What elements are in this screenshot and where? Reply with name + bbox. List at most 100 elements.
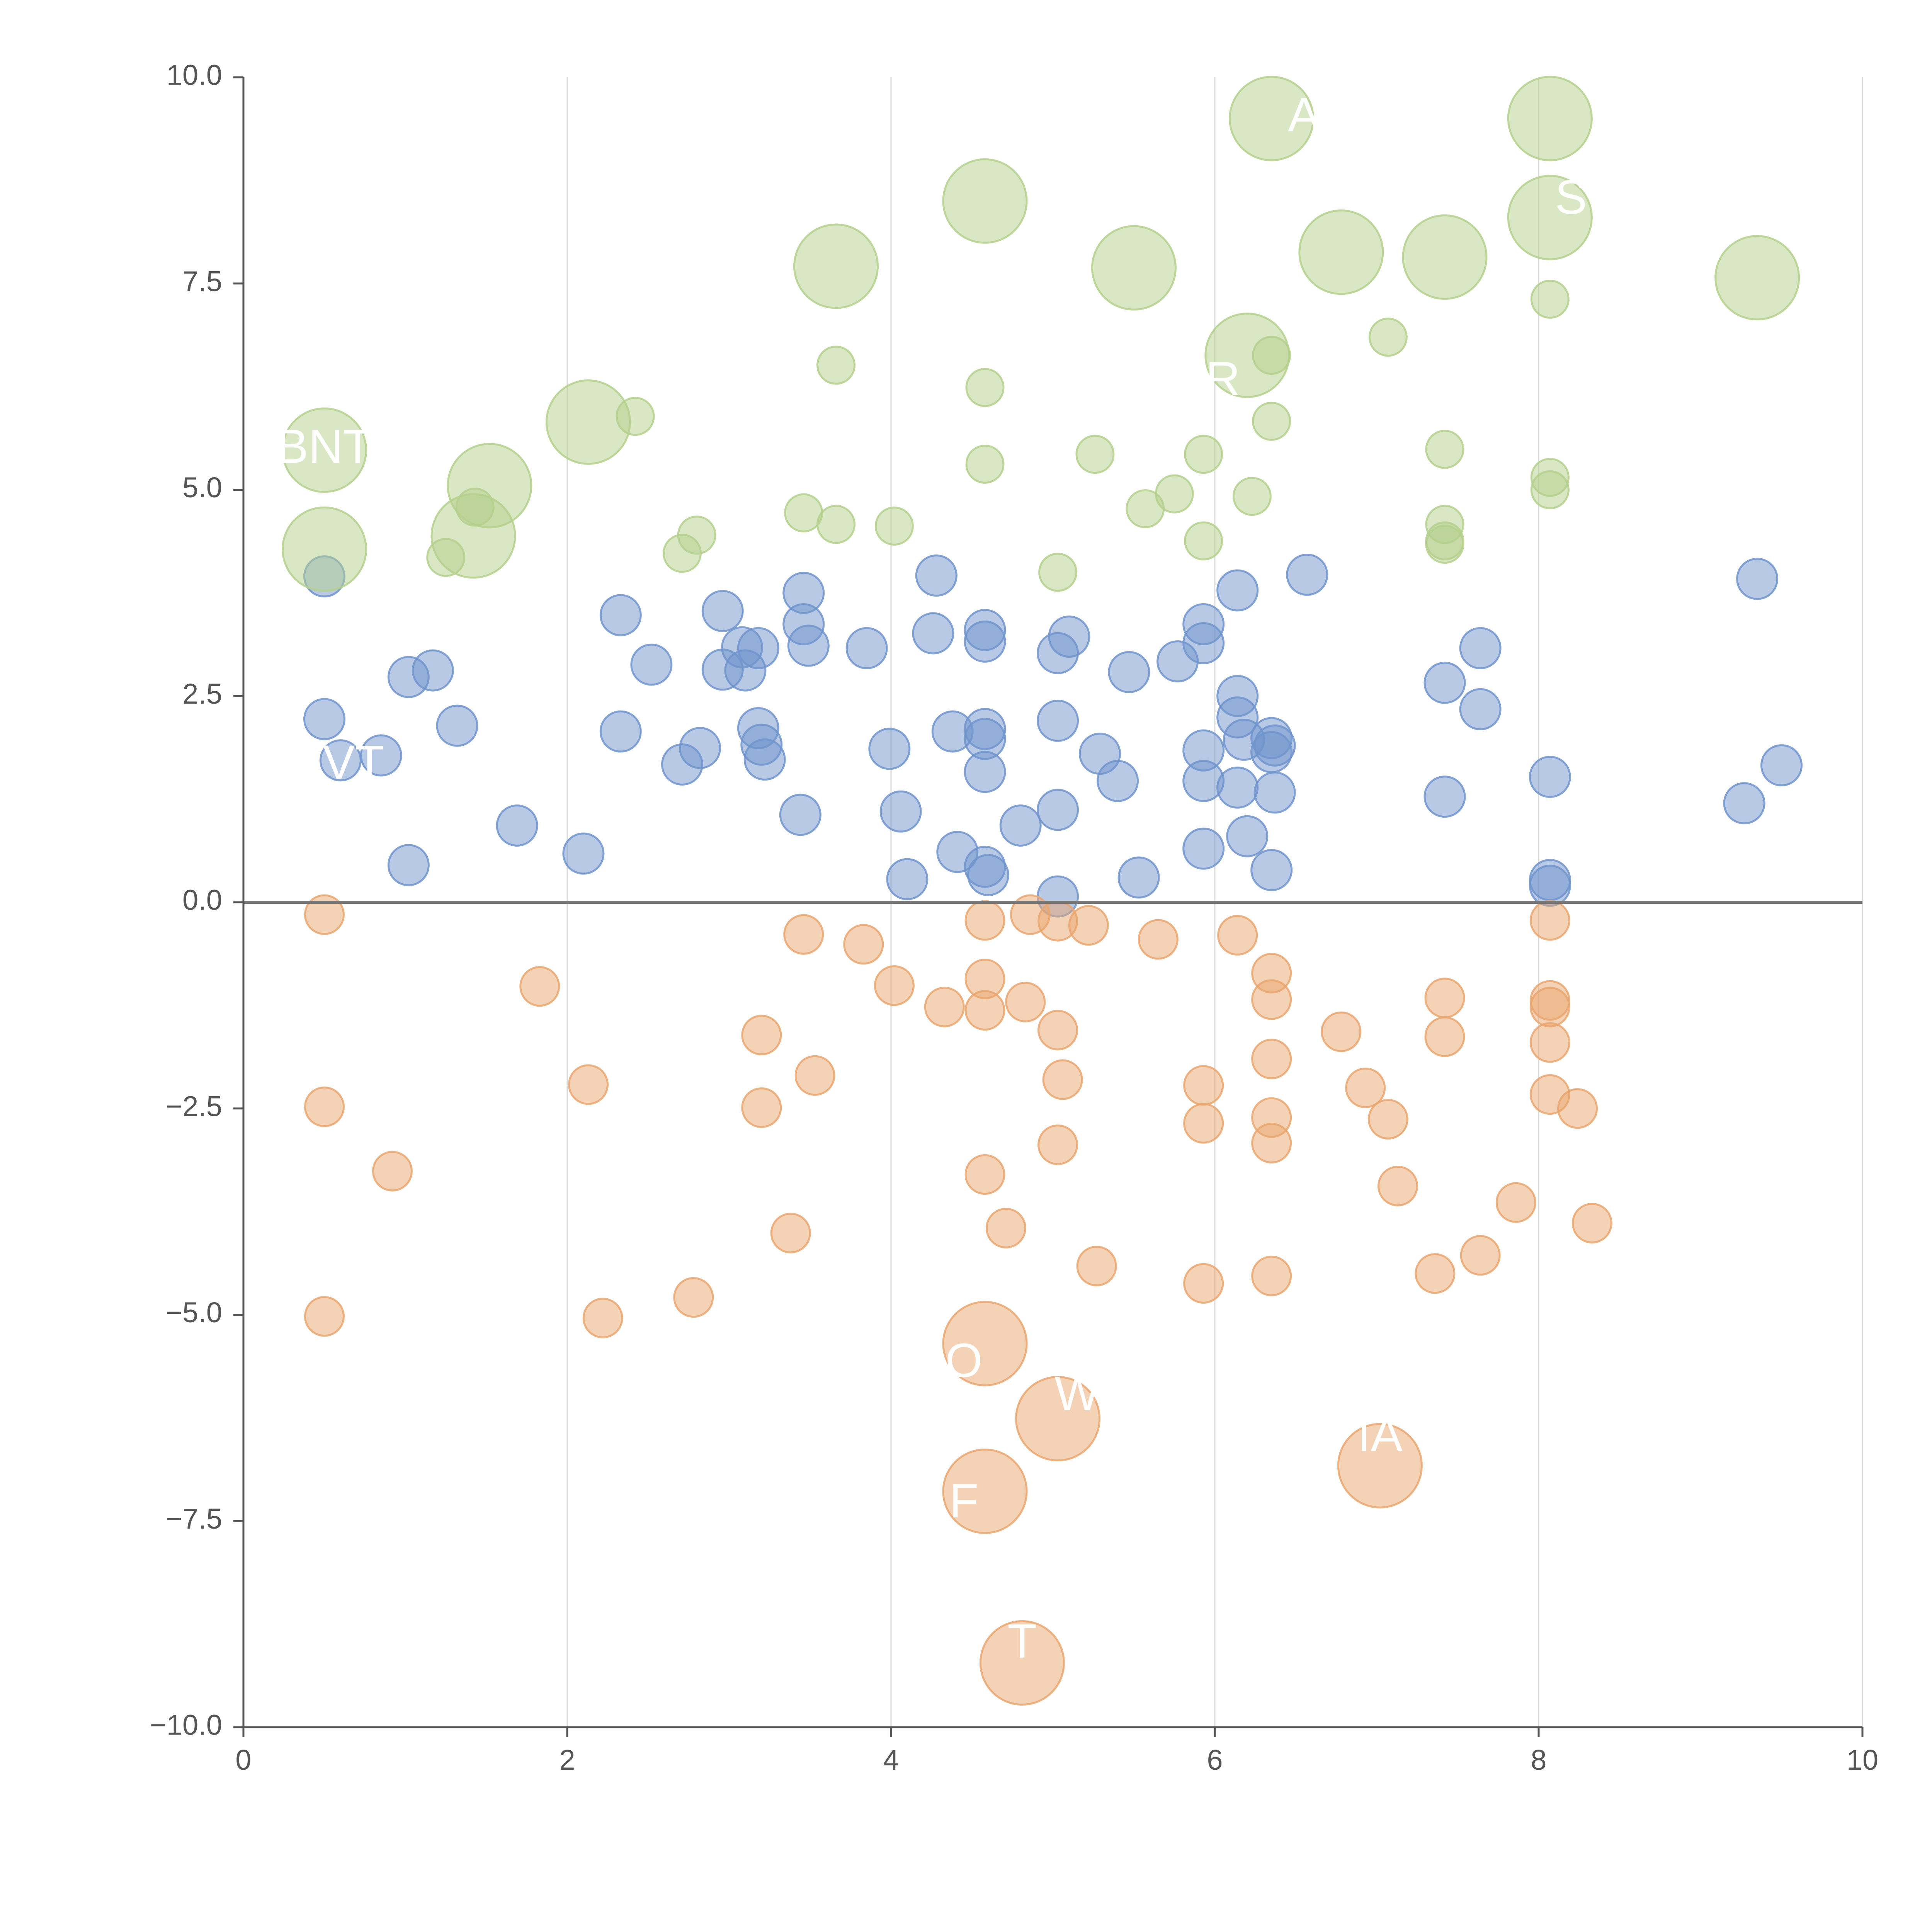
green-point-14 [874,506,914,546]
orange-point-43 [1251,1255,1292,1296]
orange-point-60 [1571,1203,1612,1244]
blue-point-14 [679,727,721,769]
orange-point-39 [1251,979,1292,1020]
blue-point-28 [868,728,911,770]
y-tick-label-3: 2.5 [182,678,222,710]
orange-point-4 [519,966,560,1007]
orange-point-46 [1337,1423,1423,1509]
blue-point-77 [1736,558,1779,600]
point-label-6: W [1054,1367,1100,1420]
blue-point-76 [1529,864,1571,907]
orange-point-22 [985,1208,1026,1248]
orange-point-57 [1529,1022,1570,1063]
blue-point-15 [701,590,744,632]
green-point-38 [1507,175,1593,260]
blue-point-61 [1216,766,1259,809]
green-point-19 [1075,435,1115,474]
orange-point-15 [924,986,965,1027]
green-point-16 [965,368,1005,407]
green-point-7 [616,396,655,436]
blue-point-6 [436,704,478,747]
blue-point-68 [1250,849,1293,891]
orange-point-9 [741,1087,782,1128]
blue-point-66 [1253,724,1296,767]
blue-point-9 [562,832,605,875]
orange-point-28 [1037,1124,1078,1165]
blue-point-78 [1723,782,1765,825]
green-point-26 [1252,335,1291,375]
blue-point-50 [1108,651,1150,693]
green-point-27 [1252,401,1291,441]
orange-point-50 [1424,978,1465,1019]
blue-point-54 [1182,622,1225,665]
blue-point-62 [1226,815,1269,857]
y-tick-label-6: −5.0 [166,1296,222,1328]
orange-point-48 [1377,1165,1418,1206]
x-tick-label-4: 8 [1531,1744,1546,1776]
green-point-41 [1530,470,1570,509]
orange-point-56 [1529,986,1570,1027]
green-point-17 [965,444,1005,484]
point-label-5: O [945,1334,982,1387]
blue-point-11 [599,710,642,753]
orange-point-8 [741,1015,782,1056]
blue-point-29 [879,790,922,833]
green-point-1 [282,506,367,592]
blue-point-32 [912,612,954,655]
blue-point-51 [1117,856,1160,899]
point-label-9: T [1008,1614,1037,1668]
orange-point-34 [1183,1065,1224,1106]
orange-point-33 [1138,919,1179,960]
x-tick-label-0: 0 [235,1744,251,1776]
blue-point-31 [915,554,957,597]
green-point-9 [677,515,716,555]
orange-point-45 [1345,1067,1386,1108]
y-tick-label-2: 5.0 [182,471,222,503]
blue-point-3 [360,734,402,777]
blue-point-44 [1037,699,1079,742]
orange-point-36 [1183,1263,1224,1304]
orange-point-16 [964,900,1005,941]
green-point-13 [793,223,879,309]
orange-point-21 [942,1448,1028,1534]
blue-point-71 [1423,776,1466,818]
y-tick-label-8: −10.0 [150,1709,222,1741]
orange-point-18 [964,990,1005,1031]
blue-point-45 [1037,789,1079,831]
green-point-39 [1530,279,1570,319]
blue-point-5 [412,649,454,692]
orange-point-54 [1529,900,1570,941]
green-point-24 [1184,521,1223,561]
blue-point-42 [999,804,1042,847]
blue-point-27 [845,627,888,669]
blue-point-30 [886,858,929,900]
orange-point-35 [1183,1103,1224,1144]
green-point-15 [942,158,1028,244]
green-point-36 [1425,524,1464,564]
point-label-1: VT [323,736,384,789]
point-label-2: R [1206,352,1240,406]
orange-point-32 [1076,1246,1117,1287]
blue-point-72 [1459,627,1502,669]
blue-point-79 [1760,744,1803,787]
orange-point-59 [1557,1088,1598,1129]
green-point-23 [1184,435,1223,474]
orange-point-2 [304,1296,345,1337]
orange-point-0 [304,894,345,935]
orange-point-51 [1424,1016,1465,1057]
blue-point-57 [1182,827,1225,870]
green-point-4 [426,538,466,577]
axes: 10.0 7.5 5.0 2.5 0.0 −2.5 −5.0 −7.5 −10.0 0 2 4 6 8 10 [150,59,1878,1776]
blue-point-47 [1048,616,1090,658]
orange-point-37 [1217,915,1258,956]
blue-point-36 [964,620,1006,663]
blue-point-67 [1253,771,1296,814]
y-tick-label-5: −2.5 [166,1090,222,1122]
green-point-5 [455,487,495,527]
orange-point-29 [1015,1376,1101,1462]
orange-point-47 [1367,1099,1408,1140]
blue-point-49 [1097,760,1139,802]
green-point-42 [1714,235,1800,321]
blue-point-1 [303,698,345,740]
green-point-30 [1298,209,1384,295]
